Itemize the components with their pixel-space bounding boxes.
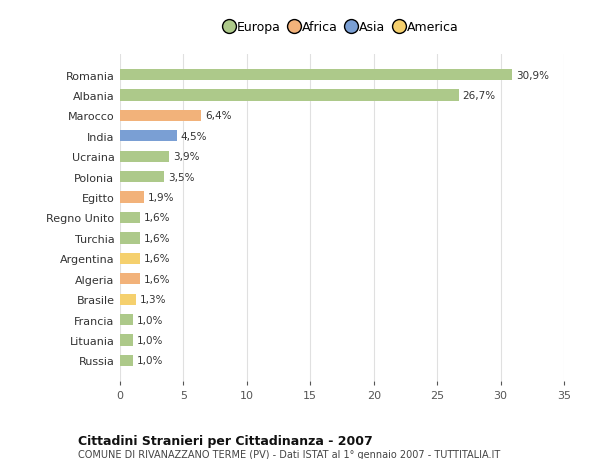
Text: 1,6%: 1,6% <box>144 274 170 284</box>
Text: COMUNE DI RIVANAZZANO TERME (PV) - Dati ISTAT al 1° gennaio 2007 - TUTTITALIA.IT: COMUNE DI RIVANAZZANO TERME (PV) - Dati … <box>78 449 500 459</box>
Bar <box>120 294 136 305</box>
Text: 1,9%: 1,9% <box>148 193 175 203</box>
Text: 1,6%: 1,6% <box>144 254 170 264</box>
Text: 3,5%: 3,5% <box>168 172 195 182</box>
Text: 1,6%: 1,6% <box>144 213 170 223</box>
Text: 3,9%: 3,9% <box>173 152 200 162</box>
Bar <box>120 355 133 366</box>
Bar <box>120 213 140 224</box>
Text: Cittadini Stranieri per Cittadinanza - 2007: Cittadini Stranieri per Cittadinanza - 2… <box>78 434 373 447</box>
Bar <box>120 233 140 244</box>
Text: 4,5%: 4,5% <box>181 132 208 141</box>
Bar <box>120 111 201 122</box>
Bar <box>120 151 169 162</box>
Bar <box>120 335 133 346</box>
Bar <box>120 314 133 325</box>
Legend: Europa, Africa, Asia, America: Europa, Africa, Asia, America <box>223 19 461 37</box>
Bar <box>120 70 512 81</box>
Text: 1,6%: 1,6% <box>144 233 170 243</box>
Bar <box>120 90 459 101</box>
Text: 1,3%: 1,3% <box>140 295 167 304</box>
Text: 30,9%: 30,9% <box>516 71 549 80</box>
Text: 1,0%: 1,0% <box>136 335 163 345</box>
Bar <box>120 192 144 203</box>
Bar <box>120 253 140 264</box>
Bar <box>120 274 140 285</box>
Text: 6,4%: 6,4% <box>205 111 232 121</box>
Bar <box>120 172 164 183</box>
Text: 1,0%: 1,0% <box>136 315 163 325</box>
Text: 26,7%: 26,7% <box>463 91 496 101</box>
Text: 1,0%: 1,0% <box>136 356 163 365</box>
Bar <box>120 131 177 142</box>
